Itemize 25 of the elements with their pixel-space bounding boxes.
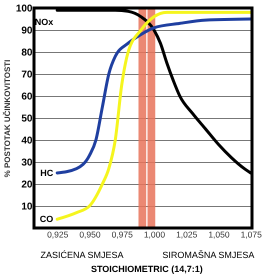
y-tick-label: 20	[21, 180, 33, 190]
x-tick-label: 1,000	[144, 230, 166, 240]
text: STOICHIOMETRIC (14,7:1)	[90, 264, 203, 274]
x-tick-label: 1,075	[240, 230, 262, 240]
y-axis-title: % POSTOTAK UČINKOVITOSTI	[2, 60, 12, 178]
x-tick-label: 1,025	[176, 230, 198, 240]
y-tick-label: 90	[21, 26, 33, 36]
y-tick-label: 10	[21, 202, 33, 212]
series-label: NOx	[34, 17, 54, 28]
y-tick-label: 100	[16, 4, 33, 14]
series-label: HC	[40, 168, 54, 178]
y-tick-label: 80	[21, 48, 33, 58]
y-tick-label: 50	[21, 114, 33, 124]
y-tick-label: 60	[21, 92, 33, 102]
x-tick-label: 0,950	[79, 230, 101, 240]
y-tick-label: 30	[21, 158, 33, 168]
line-series	[56, 10, 252, 221]
text: ZASIĆENA SMJESA	[40, 250, 124, 260]
x-tick-label: 0,975	[112, 230, 134, 240]
x-tick-label: 0,925	[47, 230, 69, 240]
y-tick-label: 40	[21, 136, 33, 146]
y-tick-label: 70	[21, 70, 33, 80]
series-label: CO	[40, 214, 54, 224]
text: SIROMAŠNA SMJESA	[162, 250, 254, 260]
x-tick-label: 1,050	[208, 230, 230, 240]
